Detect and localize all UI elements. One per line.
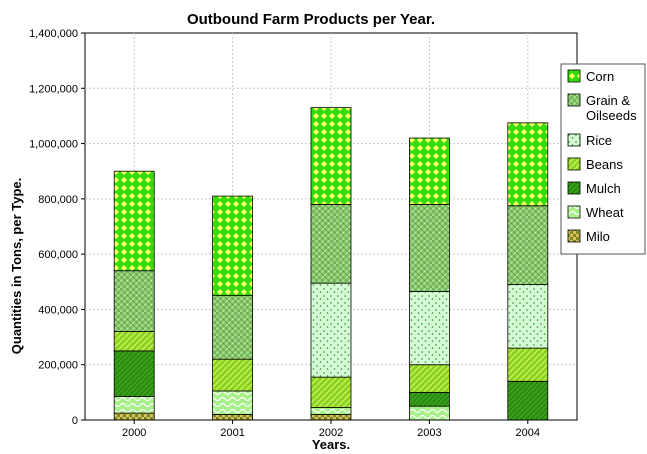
legend-swatch-milo — [567, 229, 581, 243]
bar-2000-wheat — [113, 396, 155, 414]
legend-label-beans: Beans — [586, 157, 623, 172]
y-axis-title: Quantities in Tons, per Type. — [9, 178, 24, 354]
x-tick-label-2000: 2000 — [122, 427, 146, 439]
bar-2003-grain-oilseeds — [408, 203, 450, 292]
y-tick-label: 400,000 — [38, 304, 78, 316]
bar-2000-corn — [113, 170, 155, 272]
y-tick-label: 1,200,000 — [29, 83, 78, 95]
bar-2004-beans — [507, 347, 549, 382]
bar-2002-milo — [310, 414, 352, 421]
x-axis: 2000 2001 2002 2003 2004 — [122, 420, 540, 439]
legend-label-grain-oilseeds: Grain & Oilseeds — [586, 93, 637, 123]
y-axis: 0 200,000 400,000 600,000 800,000 1,000,000 1,… — [29, 28, 85, 427]
x-tick-label-2004: 2004 — [516, 427, 540, 439]
bar-2003-rice — [408, 291, 450, 366]
bar-2002-beans — [310, 376, 352, 408]
bar-2000-grain-oilseeds — [113, 270, 155, 332]
bar-2001-corn — [212, 195, 254, 297]
y-tick-label: 1,000,000 — [29, 139, 78, 151]
bar-2003-corn — [408, 137, 450, 205]
bar-2002-corn — [310, 107, 352, 205]
legend-label-corn: Corn — [586, 69, 614, 84]
bar-2003-beans — [408, 364, 450, 393]
legend-swatch-rice — [567, 133, 581, 147]
bar-2000-milo — [113, 412, 155, 421]
bar-2002-grain-oilseeds — [310, 203, 352, 284]
y-tick-label: 0 — [72, 415, 78, 427]
y-tick-label: 1,400,000 — [29, 28, 78, 40]
bar-2002-rice — [310, 282, 352, 378]
legend-label-rice: Rice — [586, 133, 612, 148]
legend: Corn Grain & Oilseeds Rice Beans Mulch Wheat Mi… — [560, 63, 646, 255]
legend-swatch-beans — [567, 157, 581, 171]
legend-swatch-grain-oilseeds — [567, 93, 581, 107]
bar-2001-wheat — [212, 390, 254, 415]
legend-swatch-mulch — [567, 181, 581, 195]
bar-2003-wheat — [408, 405, 450, 421]
bar-2001-milo — [212, 414, 254, 421]
bar-2000-beans — [113, 331, 155, 352]
legend-label-milo: Milo — [586, 229, 610, 244]
bar-2001-grain-oilseeds — [212, 295, 254, 360]
x-tick-label-2002: 2002 — [319, 427, 343, 439]
legend-label-mulch: Mulch — [586, 181, 621, 196]
bar-2004-mulch — [507, 380, 549, 421]
x-tick-label-2003: 2003 — [417, 427, 441, 439]
y-tick-label: 600,000 — [38, 249, 78, 261]
legend-swatch-corn — [567, 69, 581, 83]
bars — [113, 107, 549, 421]
y-tick-label: 200,000 — [38, 360, 78, 372]
bar-2000-mulch — [113, 350, 155, 397]
bar-2001-beans — [212, 358, 254, 392]
bar-2004-grain-oilseeds — [507, 205, 549, 285]
bar-2004-corn — [507, 122, 549, 207]
bar-2004-rice — [507, 284, 549, 349]
x-tick-label-2001: 2001 — [220, 427, 244, 439]
legend-label-wheat: Wheat — [586, 205, 624, 220]
bar-2003-mulch — [408, 391, 450, 407]
chart-title: Outbound Farm Products per Year. — [187, 11, 435, 28]
legend-swatch-wheat — [567, 205, 581, 219]
x-axis-title: Years. — [312, 437, 350, 452]
bar-2002-wheat — [310, 407, 352, 415]
y-tick-label: 800,000 — [38, 194, 78, 206]
